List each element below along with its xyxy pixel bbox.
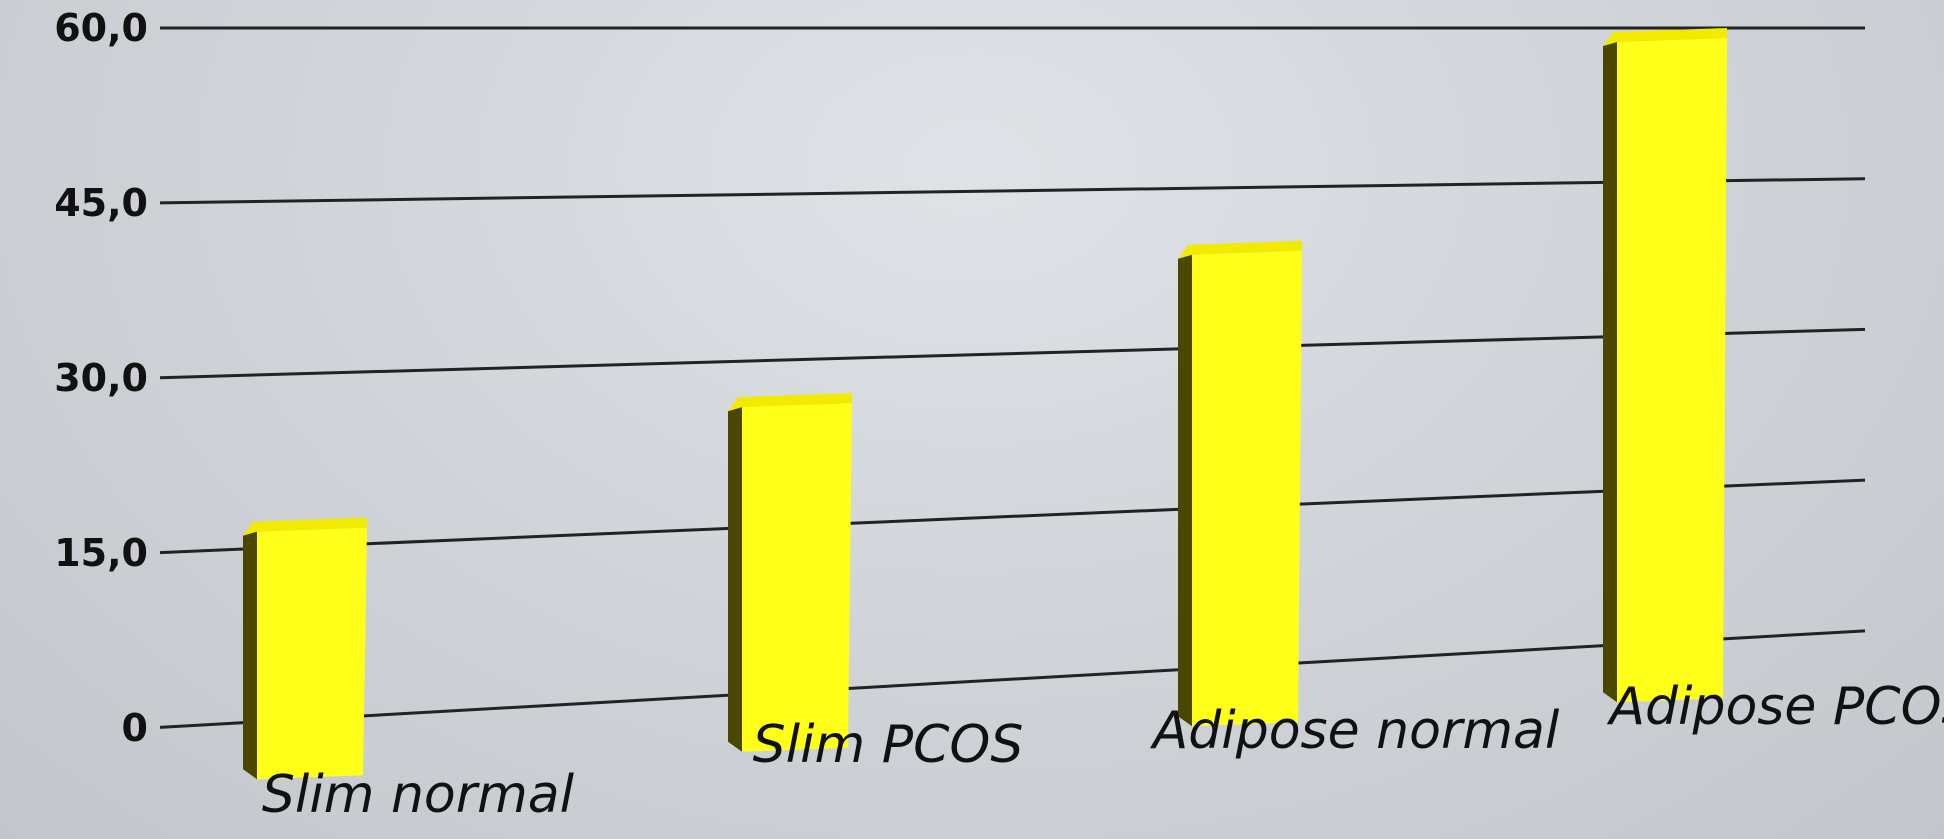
bar-side-1 [728, 407, 742, 752]
x-axis-categories: Slim normal Slim PCOS Adipose normal Adi… [262, 677, 1944, 825]
bar-1 [728, 393, 852, 752]
bar-top-2 [1178, 240, 1302, 259]
category-label-2: Adipose normal [1150, 701, 1560, 761]
gridline-1 [159, 478, 1866, 555]
gridline-0 [159, 629, 1866, 729]
bar-side-0 [243, 531, 257, 780]
y-tick-label-4: 60,0 [54, 6, 148, 50]
y-tick-label-2: 30,0 [54, 356, 148, 400]
bar-2 [1178, 240, 1302, 727]
bar-front-3 [1617, 38, 1727, 703]
category-label-0: Slim normal [262, 765, 575, 825]
category-label-1: Slim PCOS [753, 715, 1024, 775]
gridline-2 [159, 327, 1866, 380]
y-axis-ticks: 0 15,0 30,0 45,0 60,0 [54, 6, 148, 750]
gridlines [159, 26, 1866, 729]
bar-side-3 [1603, 42, 1617, 703]
bar-front-1 [742, 403, 852, 752]
bar-front-0 [257, 527, 367, 780]
bars [243, 28, 1727, 780]
bar-top-0 [243, 517, 367, 536]
bar-3 [1603, 28, 1727, 703]
bar-side-2 [1178, 254, 1192, 727]
y-tick-label-0: 0 [122, 706, 148, 750]
bar-front-2 [1192, 250, 1302, 727]
category-label-3: Adipose PCOS [1606, 677, 1944, 737]
y-tick-label-1: 15,0 [54, 531, 148, 575]
bar-top-3 [1603, 28, 1727, 46]
bar-top-1 [728, 393, 852, 412]
y-tick-label-3: 45,0 [54, 181, 148, 225]
bar-0 [243, 517, 367, 780]
gridline-3 [159, 177, 1866, 205]
